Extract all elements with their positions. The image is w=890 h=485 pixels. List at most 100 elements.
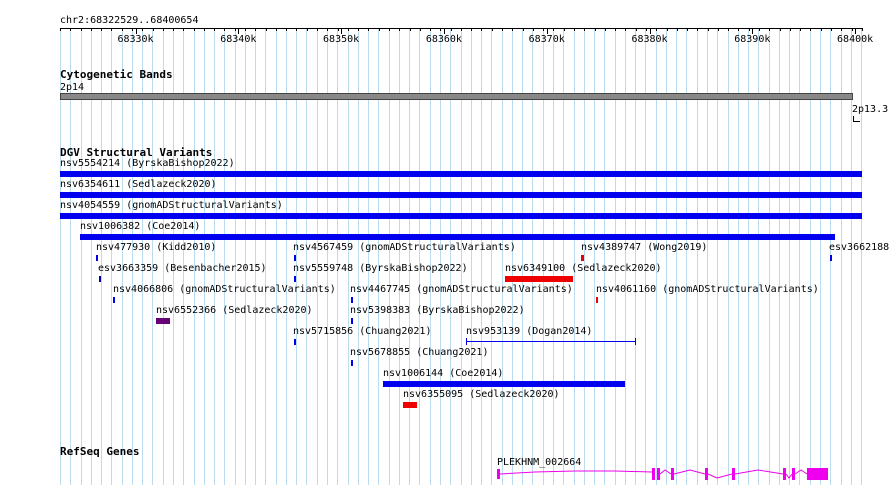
ruler-minor-tick: [595, 28, 596, 31]
sv-label-nsv4389747: nsv4389747 (Wong2019): [581, 242, 708, 253]
sv-nsv1006144[interactable]: [383, 381, 625, 387]
sv-nsv5398383[interactable]: [351, 318, 353, 324]
sv-nsv6355095[interactable]: [403, 402, 417, 408]
ruler-minor-tick: [502, 28, 503, 31]
ruler-minor-tick: [615, 28, 616, 31]
refseq-track-title[interactable]: RefSeq Genes: [60, 445, 140, 458]
ruler-tick-label: 68340k: [220, 34, 257, 45]
sv-label-nsv5398383: nsv5398383 (ByrskaBishop2022): [350, 305, 525, 316]
ruler-minor-tick: [194, 28, 195, 31]
ruler-minor-tick: [471, 28, 472, 31]
ruler-minor-tick: [687, 28, 688, 31]
ruler-minor-tick: [338, 28, 339, 31]
ruler-minor-tick: [667, 28, 668, 31]
gene-model-plekhnm[interactable]: [495, 467, 830, 481]
ruler-minor-tick: [60, 28, 61, 31]
dgv-track-title[interactable]: DGV Structural Variants: [60, 146, 213, 159]
sv-label-nsv1006144: nsv1006144 (Coe2014): [383, 368, 504, 379]
sv-label-nsv6354611: nsv6354611 (Sedlazeck2020): [60, 179, 217, 190]
ruler-minor-tick: [420, 28, 421, 31]
ruler-minor-tick: [790, 28, 791, 31]
ruler-tick-label: 68330k: [117, 34, 154, 45]
ruler-minor-tick: [697, 28, 698, 31]
ruler-tick: [650, 28, 651, 34]
ruler-minor-tick: [656, 28, 657, 31]
ruler-tick-label: 68350k: [323, 34, 360, 45]
ruler-minor-tick: [255, 28, 256, 31]
sv-nsv5678855[interactable]: [351, 360, 353, 366]
cytoband-2p14[interactable]: [60, 93, 853, 100]
ruler-minor-tick: [235, 28, 236, 31]
sv-nsv6354611[interactable]: [60, 192, 862, 198]
sv-label-nsv6355095: nsv6355095 (Sedlazeck2020): [403, 389, 560, 400]
sv-label-nsv1006382: nsv1006382 (Coe2014): [80, 221, 201, 232]
ruler-tick: [752, 28, 753, 34]
ruler-minor-tick: [122, 28, 123, 31]
ruler-minor-tick: [718, 28, 719, 31]
ruler-minor-tick: [574, 28, 575, 31]
ruler-tick-label: 68400k: [837, 34, 874, 45]
ruler-minor-tick: [399, 28, 400, 31]
ruler-minor-tick: [317, 28, 318, 31]
sv-nsv5559748[interactable]: [294, 276, 296, 282]
sv-label-nsv5678855: nsv5678855 (Chuang2021): [350, 347, 489, 358]
ruler-minor-tick: [91, 28, 92, 31]
ruler-minor-tick: [728, 28, 729, 31]
sv-nsv953139[interactable]: [466, 338, 636, 346]
ruler-minor-tick: [708, 28, 709, 31]
sv-nsv4054559[interactable]: [60, 213, 862, 219]
ruler-minor-tick: [841, 28, 842, 31]
ruler-tick: [444, 28, 445, 34]
ruler-tick: [238, 28, 239, 34]
ruler-tick: [547, 28, 548, 34]
ruler-minor-tick: [389, 28, 390, 31]
sv-label-nsv4066806: nsv4066806 (gnomADStructuralVariants): [113, 284, 336, 295]
ruler-minor-tick: [70, 28, 71, 31]
ruler-minor-tick: [564, 28, 565, 31]
sv-nsv6552366[interactable]: [156, 318, 170, 324]
sv-nsv4467745[interactable]: [351, 297, 353, 303]
ruler-tick-label: 68360k: [425, 34, 462, 45]
ruler-minor-tick: [348, 28, 349, 31]
sv-nsv5554214[interactable]: [60, 171, 862, 177]
ruler-minor-tick: [286, 28, 287, 31]
ruler-minor-tick: [153, 28, 154, 31]
ruler-tick-label: 68390k: [734, 34, 771, 45]
ruler-minor-tick: [111, 28, 112, 31]
gene-label: PLEKHNM_002664: [497, 457, 582, 468]
ruler-minor-tick: [327, 28, 328, 31]
sv-nsv4061160[interactable]: [596, 297, 598, 303]
sv-nsv6349100[interactable]: [505, 276, 573, 282]
sv-esv3663359[interactable]: [99, 276, 101, 282]
sv-esv3662188[interactable]: [830, 255, 832, 261]
ruler-minor-tick: [266, 28, 267, 31]
sv-nsv4567459[interactable]: [294, 255, 296, 261]
sv-label-nsv477930: nsv477930 (Kidd2010): [96, 242, 217, 253]
sv-nsv477930[interactable]: [96, 255, 98, 261]
ruler-minor-tick: [636, 28, 637, 31]
ruler-minor-tick: [204, 28, 205, 31]
sv-nsv1006382[interactable]: [80, 234, 835, 240]
ruler-minor-tick: [358, 28, 359, 31]
cytoband-2p13-3[interactable]: [853, 116, 860, 122]
cytoband-track-title[interactable]: Cytogenetic Bands: [60, 68, 173, 81]
cytoband-label: 2p14: [60, 82, 85, 93]
ruler-minor-tick: [440, 28, 441, 31]
sv-nsv4066806[interactable]: [113, 297, 115, 303]
ruler-minor-tick: [492, 28, 493, 31]
sv-nsv5715856[interactable]: [294, 339, 296, 345]
ruler-minor-tick: [769, 28, 770, 31]
sv-label-nsv953139: nsv953139 (Dogan2014): [466, 326, 593, 337]
ruler-tick-label: 68370k: [528, 34, 565, 45]
sv-nsv4389747[interactable]: [581, 255, 584, 261]
ruler-minor-tick: [584, 28, 585, 31]
ruler-minor-tick: [800, 28, 801, 31]
sv-label-nsv4467745: nsv4467745 (gnomADStructuralVariants): [350, 284, 573, 295]
ruler-minor-tick: [512, 28, 513, 31]
ruler-minor-tick: [430, 28, 431, 31]
ruler-minor-tick: [132, 28, 133, 31]
ruler-minor-tick: [862, 28, 863, 31]
ruler-minor-tick: [245, 28, 246, 31]
ruler-minor-tick: [276, 28, 277, 31]
sv-label-nsv5554214: nsv5554214 (ByrskaBishop2022): [60, 158, 235, 169]
